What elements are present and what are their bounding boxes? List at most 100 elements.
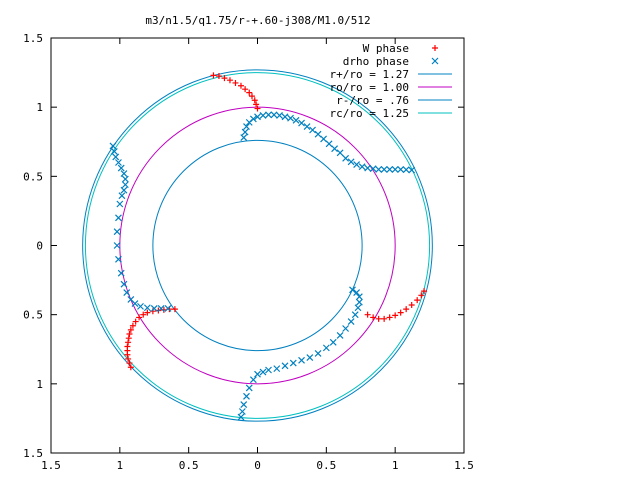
drho-phase-point <box>314 130 322 138</box>
drho-phase-point <box>115 255 122 263</box>
drho-phase-point <box>110 148 118 155</box>
w-phase-point <box>171 306 178 313</box>
drho-phase-point <box>309 126 316 134</box>
drho-phase-point <box>243 392 250 400</box>
w-phase-point <box>125 335 132 342</box>
drho-phase-point <box>325 140 333 148</box>
legend-label: r+/ro = 1.27 <box>330 68 409 81</box>
w-phase-point <box>421 288 428 295</box>
drho-phase-point <box>115 159 122 166</box>
drho-phase-point <box>240 134 248 142</box>
w-phase-point <box>136 314 143 321</box>
w-phase-point <box>370 314 377 321</box>
drho-phase-point <box>353 289 361 296</box>
drho-phase-point <box>265 111 272 119</box>
data-markers <box>109 72 428 421</box>
drho-phase-point <box>240 401 248 409</box>
drho-phase-point <box>118 192 126 200</box>
y-tick-label: 0 <box>36 240 43 253</box>
drho-phase-point <box>243 123 250 130</box>
legend-label: drho phase <box>343 55 409 68</box>
drho-phase-point <box>281 362 289 370</box>
drho-phase-point <box>113 228 121 236</box>
drho-phase-point <box>249 376 257 384</box>
drho-phase-point <box>117 269 125 277</box>
drho-phase-point <box>314 349 322 357</box>
circle-1-27 <box>82 69 433 422</box>
w-phase-point <box>246 89 253 96</box>
drho-phase-point <box>329 338 337 346</box>
drho-phase-point <box>391 165 399 173</box>
w-phase-point <box>127 364 134 371</box>
legend-label: r-/ro = .76 <box>336 94 409 107</box>
drho-phase-point <box>408 166 416 174</box>
x-tick-label: 0.5 <box>316 459 336 472</box>
drho-phase-point <box>241 128 249 136</box>
drho-phase-point <box>320 135 328 143</box>
drho-phase-point <box>109 142 117 150</box>
drho-phase-point <box>397 165 405 173</box>
drho-phase-point <box>115 214 122 222</box>
legend-label: ro/ro = 1.00 <box>330 81 409 94</box>
drho-phase-point <box>120 186 128 194</box>
circle-0-76 <box>152 139 363 352</box>
w-phase-point <box>125 339 132 346</box>
legend-marker-sample <box>432 45 438 51</box>
drho-phase-point <box>259 112 267 119</box>
drho-phase-point <box>303 123 311 130</box>
w-phase-point <box>414 297 421 304</box>
w-phase-point <box>408 301 415 308</box>
drho-phase-point <box>116 200 124 208</box>
drho-phase-point <box>287 114 294 122</box>
w-phase-point <box>126 360 133 367</box>
w-phase-point <box>392 312 399 319</box>
w-phase-point <box>397 309 404 316</box>
drho-phase-point <box>245 384 253 392</box>
drho-phase-point <box>336 149 344 157</box>
drho-phase-point <box>402 166 410 174</box>
drho-phase-point <box>157 305 165 312</box>
drho-phase-point <box>386 165 394 173</box>
drho-phase-point <box>298 119 305 127</box>
circle-1-25 <box>84 72 431 419</box>
drho-phase-point <box>292 116 300 124</box>
w-phase-point <box>237 82 244 89</box>
drho-phase-point <box>143 304 151 312</box>
w-phase-point <box>126 331 133 338</box>
w-phase-point <box>232 79 239 86</box>
drho-phase-point <box>249 115 257 123</box>
drho-phase-point <box>281 113 289 121</box>
w-phase-point <box>386 314 393 321</box>
w-phase-point <box>221 75 228 82</box>
drho-phase-point <box>369 165 377 173</box>
drho-phase-point <box>336 331 344 339</box>
w-phase-point <box>253 101 260 108</box>
drho-phase-point <box>273 365 281 373</box>
x-tick-label: 1.5 <box>454 459 474 472</box>
drho-phase-point <box>137 302 144 310</box>
drho-phase-point <box>120 280 128 288</box>
w-phase-point <box>124 343 131 350</box>
drho-phase-point <box>358 163 366 171</box>
drho-phase-point <box>238 408 246 415</box>
drho-phase-point <box>364 164 372 172</box>
drho-phase-point <box>265 366 272 374</box>
x-tick-label: 0 <box>254 459 261 472</box>
drho-phase-point <box>164 305 172 312</box>
x-tick-label: 1 <box>117 459 124 472</box>
drho-phase-point <box>121 181 129 189</box>
w-phase-point <box>248 93 255 100</box>
w-phase-point <box>364 311 371 318</box>
w-phase-point <box>132 318 139 325</box>
w-phase-point <box>254 105 261 112</box>
drho-phase-point <box>150 305 158 312</box>
drho-phase-point <box>289 359 297 367</box>
y-tick-label: 1 <box>36 101 43 114</box>
drho-phase-point <box>254 113 261 121</box>
w-phase-point <box>144 309 151 316</box>
drho-phase-point <box>270 111 278 119</box>
legend-label: W phase <box>363 42 409 55</box>
drho-phase-point <box>117 164 125 172</box>
w-phase-point <box>381 315 388 322</box>
